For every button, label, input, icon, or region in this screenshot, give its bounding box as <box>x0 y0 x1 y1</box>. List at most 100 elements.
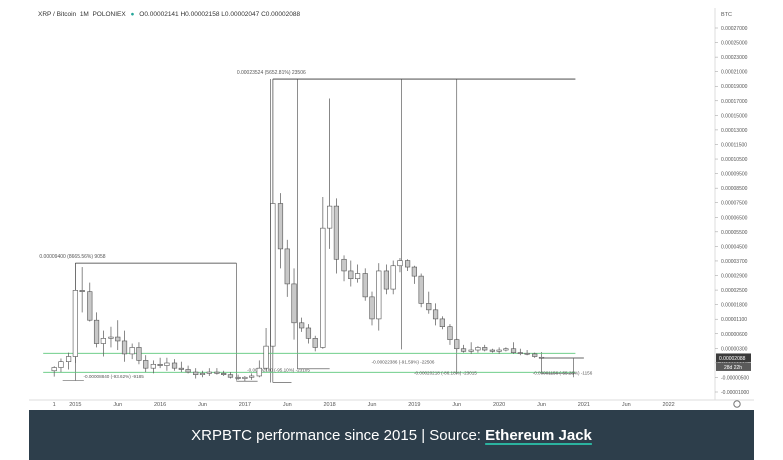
y-tick-label: 0.00010500 <box>721 157 748 163</box>
candle-body <box>121 340 128 355</box>
level-label: 0.00023524 (5652.81%) 23506 <box>237 70 306 76</box>
status-dot-icon: ● <box>130 11 135 18</box>
y-tick-label: 0.00001800 <box>721 303 748 309</box>
candle-body <box>404 260 411 268</box>
y-tick-label: 0.00006500 <box>721 215 748 221</box>
candle-body <box>256 367 262 377</box>
countdown-label: 28d 22h <box>724 365 742 371</box>
caption-bar: XRPBTC performance since 2015 | Source: … <box>29 410 754 460</box>
candle-body <box>79 290 85 292</box>
candle-body <box>291 283 297 324</box>
drop-percent-label: -0.00001156 (-55.28%) -1156 <box>533 370 593 375</box>
candle-body <box>426 303 432 311</box>
x-tick-label: 2019 <box>408 402 420 408</box>
candle-body <box>376 270 382 320</box>
interval-label[interactable]: 1M <box>79 11 89 18</box>
candle-body <box>510 348 517 353</box>
x-tick-label: 2017 <box>239 402 251 408</box>
y-tick-label: 0.00003700 <box>721 259 748 265</box>
y-tick-label: -0.00001000 <box>721 390 749 396</box>
candle-body <box>312 338 318 348</box>
candle-body <box>418 275 424 304</box>
candle-body <box>341 258 347 272</box>
countdown-tag <box>716 362 751 371</box>
candle-body <box>72 290 78 357</box>
candle-body <box>115 336 121 342</box>
y-tick-label: 0.00013000 <box>721 128 748 134</box>
candle-body <box>475 347 481 351</box>
y-tick-label: 0.00002500 <box>721 288 748 294</box>
candle-body <box>503 348 509 351</box>
candle-body <box>178 367 184 370</box>
current-price-tag <box>716 353 751 363</box>
candle-body <box>108 336 114 339</box>
x-tick-label: Jun <box>113 402 122 408</box>
candle-body <box>277 203 284 250</box>
candle-body <box>143 360 149 369</box>
caption: XRPBTC performance since 2015 | Source: … <box>191 427 592 444</box>
candle-body <box>460 348 467 352</box>
symbol-label[interactable]: XRP / Bitcoin <box>38 11 77 18</box>
candle-body <box>214 371 220 374</box>
candle-body <box>454 339 460 350</box>
candle-body <box>221 373 227 375</box>
candle-body <box>468 349 474 352</box>
y-tick-label: 0.00011500 <box>721 142 747 148</box>
x-tick-label: Jun <box>283 402 292 408</box>
candle-body <box>199 373 206 375</box>
candle-body <box>242 376 248 379</box>
price-axis-currency-label: BTC <box>721 12 732 18</box>
candle-body <box>150 363 156 369</box>
candle-body <box>362 273 368 298</box>
candle-body <box>447 326 453 340</box>
settings-gear-icon <box>733 400 741 408</box>
y-tick-label: 0.00017000 <box>721 99 748 105</box>
candle-body <box>65 356 72 362</box>
x-tick-label: 2015 <box>69 402 81 408</box>
candle-body <box>171 362 178 369</box>
y-tick-label: 0.00000600 <box>721 332 748 338</box>
y-tick-label: 0.00009500 <box>721 172 748 178</box>
candle-body <box>164 362 170 366</box>
candle-body <box>390 265 396 290</box>
y-tick-label: 0.00007500 <box>721 201 748 207</box>
candle-body <box>58 361 64 368</box>
candle-body <box>517 352 523 354</box>
y-tick-label: 0.00019000 <box>721 84 748 90</box>
candle-body <box>439 318 445 327</box>
candle-body <box>327 205 333 229</box>
y-tick-label: 0.00005500 <box>721 230 748 236</box>
caption-text: XRPBTC performance since 2015 | Source: <box>191 426 481 444</box>
candle-body <box>489 349 495 352</box>
caption-source-link[interactable]: Ethereum Jack <box>485 426 592 444</box>
x-tick-label: Jun <box>537 402 546 408</box>
x-tick-label: Jun <box>368 402 377 408</box>
y-tick-label: 0.00004500 <box>721 244 748 250</box>
candle-body <box>482 347 488 351</box>
x-tick-label: Jun <box>622 402 631 408</box>
candle-body <box>348 270 354 280</box>
candle-body <box>354 273 361 280</box>
price-chart[interactable]: BTC 0.00027000 0.00025000 0.00023000 0.00021… <box>29 0 754 410</box>
candle-body <box>538 356 545 359</box>
y-tick-label: 0.00008500 <box>721 186 748 192</box>
drop-percent-label: -0.00022386 (-91.59%) -22506 <box>372 360 435 365</box>
y-tick-label: 0.00002900 <box>721 274 748 280</box>
chart-header: XRP / Bitcoin 1M POLONIEX ● O0.00002141 … <box>38 11 300 18</box>
x-tick-label: 2018 <box>324 402 336 408</box>
x-tick-label: Jun <box>452 402 461 408</box>
x-tick-label: 2022 <box>663 402 675 408</box>
x-tick-label: 2016 <box>154 402 166 408</box>
y-tick-label: 0.00000300 <box>721 346 748 352</box>
y-tick-label: 0.00021000 <box>721 70 748 76</box>
candle-body <box>496 349 502 352</box>
candle-body <box>270 203 276 347</box>
candle-body <box>136 347 142 361</box>
candle-body <box>397 260 403 267</box>
candle-body <box>299 322 305 329</box>
candle-body <box>157 363 163 366</box>
y-tick-label: 0.00023000 <box>721 55 748 61</box>
y-tick-label: -0.00000500 <box>721 375 749 381</box>
candle-body <box>100 338 106 344</box>
candle-body <box>524 352 530 355</box>
